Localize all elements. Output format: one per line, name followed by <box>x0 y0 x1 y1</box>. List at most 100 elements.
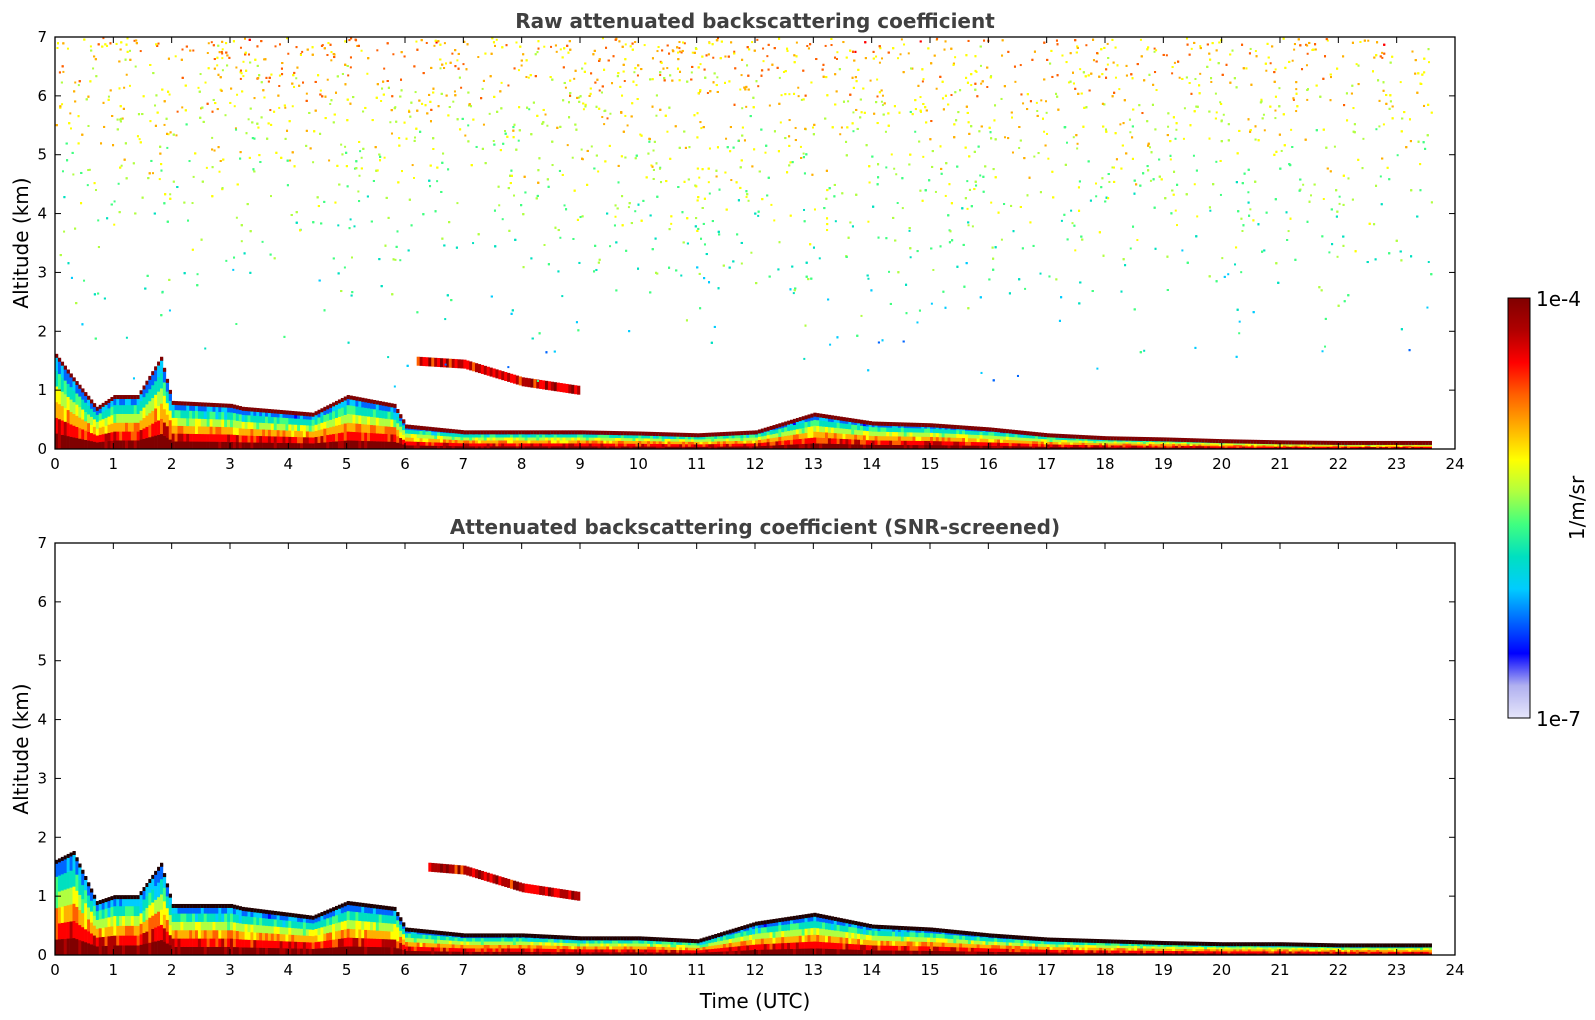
bl-cell <box>705 444 708 447</box>
bl-cell <box>283 418 286 425</box>
noise-speckle <box>1076 147 1078 149</box>
bl-cell <box>323 442 326 449</box>
noise-speckle <box>1275 68 1277 70</box>
bl-cell <box>790 430 793 435</box>
bl-cell <box>189 441 192 449</box>
bl-cell <box>306 419 309 425</box>
noise-speckle <box>908 52 910 54</box>
bl-cell <box>551 440 554 443</box>
bl-top-band <box>67 370 70 374</box>
bl-cell <box>148 425 151 437</box>
bl-cell <box>443 433 446 437</box>
noise-speckle <box>1095 195 1097 197</box>
bl-cell <box>157 435 160 450</box>
bl-top-band <box>306 412 309 416</box>
bl-cell <box>866 426 869 431</box>
bl-top-band <box>180 401 183 405</box>
bl-cell <box>145 393 148 405</box>
bl-cell <box>466 443 469 446</box>
bl-top-band <box>399 414 402 418</box>
noise-speckle <box>507 366 509 368</box>
bl-cell <box>1070 442 1073 445</box>
bl-top-band <box>1123 437 1126 441</box>
bl-cell <box>204 411 207 419</box>
noise-speckle <box>269 109 271 111</box>
bl-cell <box>145 438 148 450</box>
bl-cell <box>1038 439 1041 442</box>
bl-cell <box>668 441 671 444</box>
bl-top-band <box>350 396 353 400</box>
bl-cell <box>355 415 358 424</box>
bl-cell <box>265 416 268 423</box>
bl-cell <box>875 436 878 441</box>
bl-top-band <box>962 426 965 430</box>
bl-top-band <box>102 403 105 407</box>
bl-cell <box>180 433 183 441</box>
bl-cell <box>1053 442 1056 445</box>
bl-cell <box>790 435 793 440</box>
bl-cell <box>233 420 236 428</box>
bl-cell <box>367 416 370 424</box>
noise-speckle <box>750 252 752 254</box>
bl-cell <box>679 444 682 447</box>
noise-speckle <box>222 48 224 50</box>
bl-cell <box>487 443 490 446</box>
bl-cell <box>440 439 443 443</box>
bl-cell <box>606 443 609 446</box>
bl-cell <box>615 435 618 438</box>
noise-speckle <box>1223 114 1225 116</box>
bl-cell <box>166 391 169 403</box>
bl-top-band <box>315 411 318 415</box>
bl-cell <box>612 435 615 438</box>
bl-top-band <box>280 410 283 414</box>
bl-cell <box>218 419 221 427</box>
noise-speckle <box>599 89 601 91</box>
bl-cell <box>1143 444 1146 446</box>
bl-cell <box>971 434 974 438</box>
noise-speckle <box>1249 208 1251 210</box>
bl-top-band <box>1382 441 1385 445</box>
bl-top-band <box>1193 438 1196 442</box>
aerosol-layer-cell <box>560 383 563 392</box>
bl-cell <box>924 428 927 432</box>
bl-top-band <box>1385 441 1388 445</box>
noise-speckle <box>1143 350 1145 352</box>
noise-speckle <box>1036 110 1038 112</box>
aerosol-layer-cell <box>434 358 437 367</box>
bl-cell <box>1108 443 1111 445</box>
noise-speckle <box>902 207 904 209</box>
bl-cell <box>942 437 945 441</box>
bl-cell <box>525 440 528 443</box>
noise-speckle <box>399 259 401 261</box>
bl-cell <box>743 438 746 441</box>
bl-cell <box>466 437 469 440</box>
noise-speckle <box>1381 52 1383 54</box>
bl-top-band <box>361 398 364 402</box>
bl-cell <box>630 438 633 441</box>
bl-cell <box>1096 441 1099 443</box>
noise-speckle <box>748 200 750 202</box>
bl-top-band <box>872 422 875 426</box>
bl-cell <box>81 419 84 429</box>
bl-cell <box>513 443 516 446</box>
bl-cell <box>918 441 921 445</box>
bl-cell <box>423 431 426 435</box>
bl-cell <box>560 434 563 437</box>
bl-cell <box>1006 443 1009 446</box>
bl-cell <box>1128 445 1131 447</box>
bl-cell <box>653 436 656 439</box>
bl-cell <box>767 438 770 442</box>
bl-top-band <box>936 424 939 428</box>
bl-cell <box>1038 436 1041 439</box>
bl-cell <box>589 443 592 446</box>
bl-cell <box>274 417 277 424</box>
bl-top-band <box>1082 435 1085 439</box>
bl-cell <box>350 414 353 423</box>
noise-speckle <box>909 230 911 232</box>
bl-cell <box>735 441 738 444</box>
bl-top-band <box>959 425 962 429</box>
bl-cell <box>880 440 883 445</box>
bl-cell <box>1041 441 1044 444</box>
bl-top-band <box>268 409 271 413</box>
bl-cell <box>87 405 90 414</box>
